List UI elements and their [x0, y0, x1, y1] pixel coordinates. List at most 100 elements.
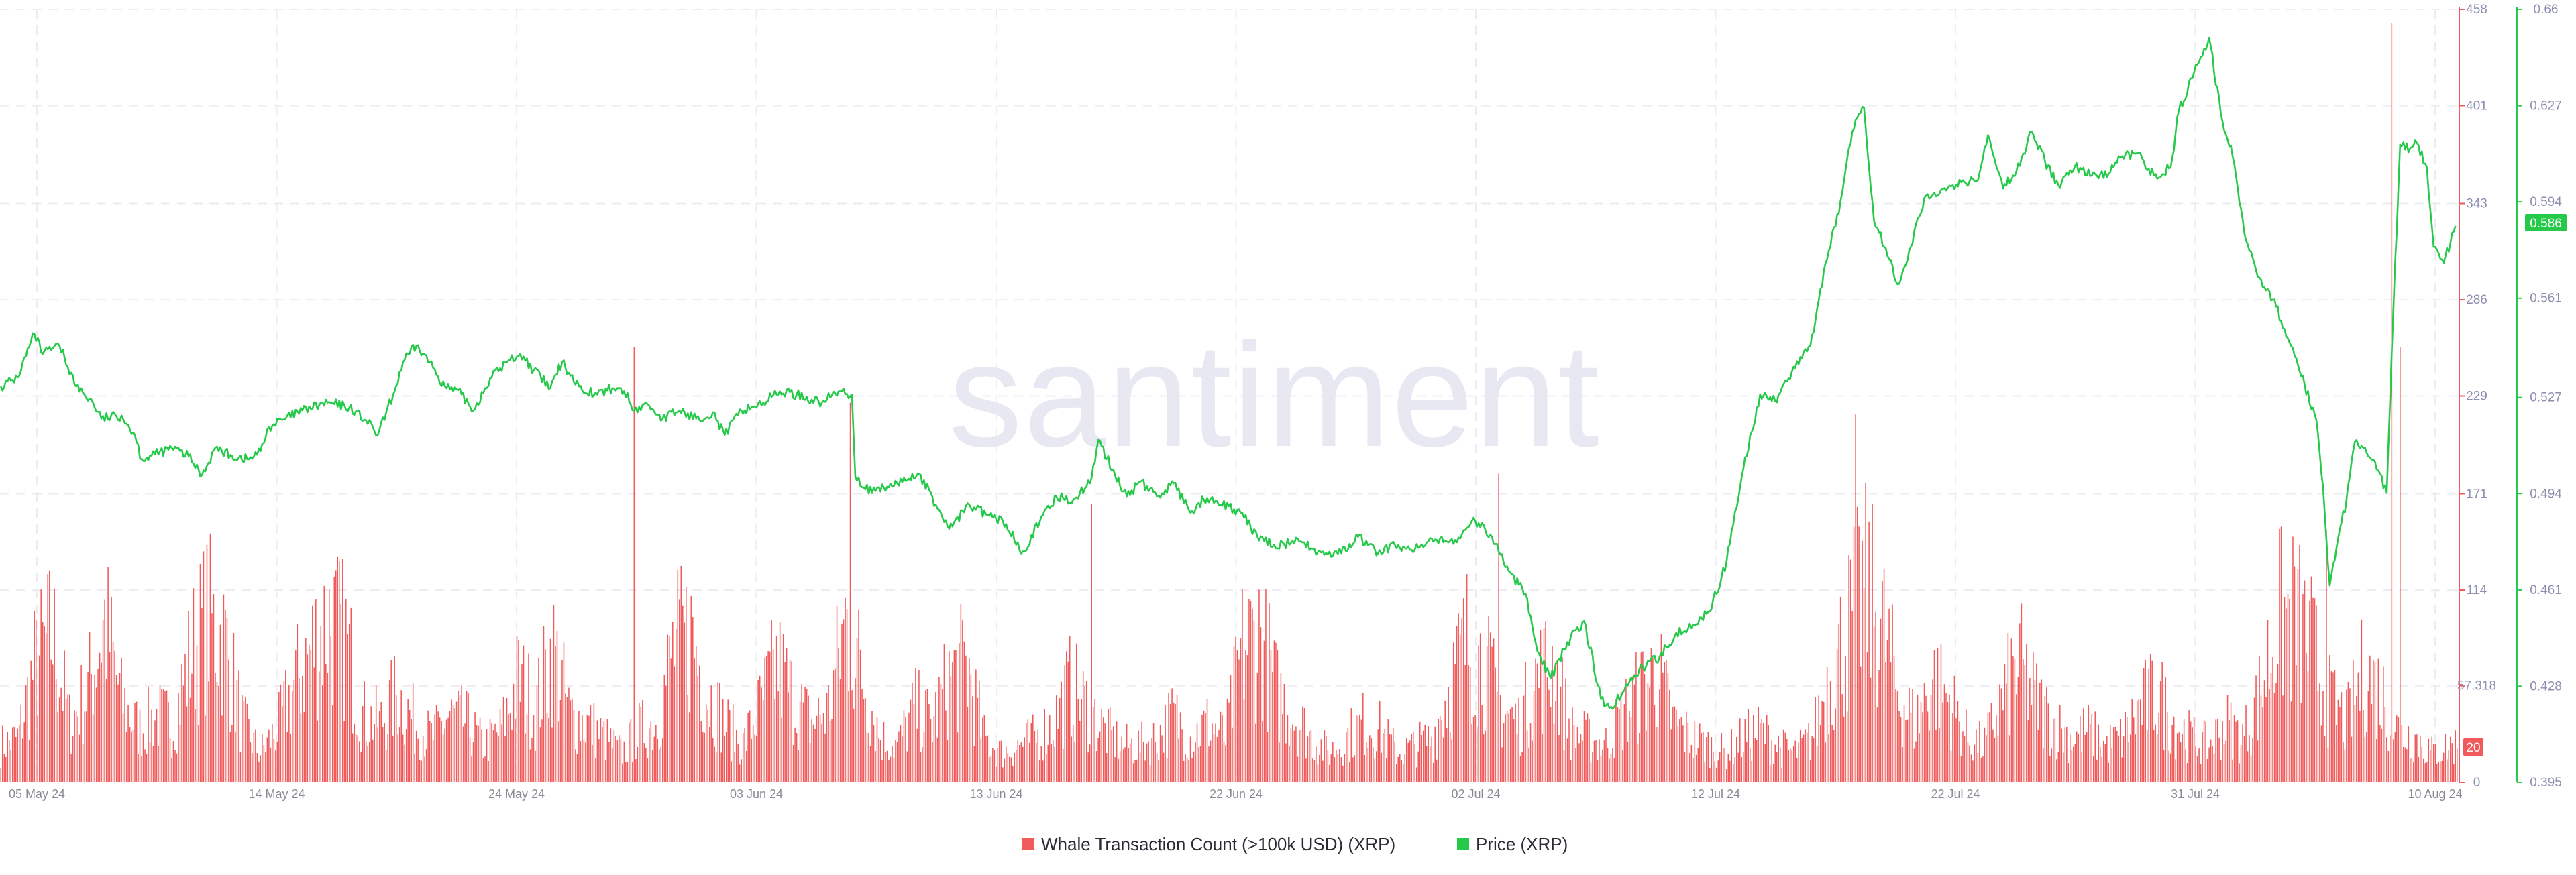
whale-bar [1515, 703, 1516, 782]
whale-bar [70, 753, 72, 782]
whale-bar [2431, 736, 2433, 782]
whale-bar [195, 709, 196, 782]
whale-bar [208, 681, 209, 782]
whale-bar [1538, 687, 1540, 782]
whale-bar [747, 712, 749, 782]
whale-bar [2019, 623, 2021, 782]
whale-bar [663, 674, 665, 782]
whale-bar [1761, 719, 1763, 782]
whale-bar [1381, 752, 1383, 782]
whale-bar [238, 670, 239, 782]
legend-item-whale[interactable]: Whale Transaction Count (>100k USD) (XRP… [1022, 834, 1395, 854]
whale-bar [949, 651, 950, 782]
whale-bar [643, 743, 645, 782]
whale-bar [1583, 711, 1585, 782]
whale-bar [2286, 608, 2287, 782]
whale-bar [1171, 688, 1173, 782]
whale-bar [1432, 762, 1434, 782]
whale-bar [592, 744, 593, 782]
whale-bar [1339, 749, 1340, 782]
whale-bar [2043, 747, 2044, 782]
whale-bar [2185, 749, 2186, 782]
whale-bar [1461, 618, 1462, 782]
whale-bar [2051, 748, 2053, 782]
whale-bar [714, 746, 716, 782]
whale-bar [1886, 640, 1888, 782]
whale-bar [57, 711, 58, 782]
whale-bar [1856, 506, 1858, 782]
whale-bar [839, 679, 841, 782]
whale-bar [2220, 759, 2222, 782]
whale-bar [2292, 536, 2294, 782]
whale-bar [2049, 755, 2051, 782]
whale-bar [975, 669, 977, 782]
whale-bar [293, 680, 295, 782]
whale-bar [119, 673, 121, 782]
whale-bar [263, 744, 265, 782]
whale-bar [245, 697, 246, 782]
whale-bar [595, 758, 596, 782]
whale-bar [1081, 698, 1082, 782]
whale-bar [1376, 751, 1377, 782]
whale-bar [881, 760, 883, 782]
whale-bar [405, 729, 407, 782]
whale-bar [2123, 736, 2125, 782]
whale-bar [1984, 727, 1986, 782]
whale-bar [2441, 760, 2443, 782]
x-axis-tick-label: 22 Jul 24 [1931, 787, 1980, 801]
whale-bar [1037, 729, 1039, 782]
whale-bar [912, 682, 913, 782]
whale-bar [2273, 693, 2275, 782]
whale-bar [362, 706, 364, 782]
whale-bar [2383, 666, 2384, 782]
whale-bar [1920, 702, 1922, 782]
whale-bar [1943, 684, 1945, 782]
whale-bar [1012, 765, 1014, 782]
whale-bar [2390, 735, 2391, 782]
whale-bar [34, 610, 35, 782]
whale-bar [702, 731, 704, 782]
whale-bar [310, 649, 312, 782]
whale-bar [1212, 723, 1213, 782]
whale-bar [715, 752, 717, 782]
whale-bar [1980, 758, 1982, 782]
whale-bar [1845, 656, 1846, 782]
whale-bar [2076, 731, 2078, 782]
whale-bar [332, 705, 333, 782]
whale-bar [395, 695, 397, 782]
whale-last-value: 20 [2466, 741, 2480, 755]
whale-bar [2445, 734, 2447, 782]
legend-item-price[interactable]: Price (XRP) [1457, 834, 1568, 854]
whale-bar [1369, 735, 1371, 782]
whale-bar [811, 718, 812, 782]
whale-bar [2354, 705, 2356, 782]
whale-bar [1022, 746, 1024, 782]
whale-bar [543, 626, 545, 782]
whale-bar [1122, 749, 1124, 782]
whale-transaction-bars [0, 23, 2458, 782]
whale-bar [1112, 726, 1114, 782]
whale-bar [1542, 734, 1543, 782]
whale-bar [1305, 758, 1307, 782]
whale-bar [962, 620, 963, 782]
whale-bar [2259, 656, 2260, 782]
whale-bar [1974, 744, 1976, 782]
whale-bar [38, 655, 40, 782]
whale-bar [1000, 740, 1002, 782]
whale-bar [875, 751, 876, 782]
whale-bar [122, 713, 124, 782]
whale-bar [2161, 662, 2163, 782]
whale-bar [2361, 619, 2363, 782]
whale-bar [2334, 670, 2336, 782]
whale-bar [1615, 699, 1617, 782]
whale-bar [1784, 732, 1786, 782]
whale-bar [2136, 700, 2138, 782]
whale-bar [1320, 739, 1322, 782]
whale-bar [1799, 730, 1801, 782]
whale-bar [1927, 711, 1929, 782]
whale-bar [1945, 692, 1947, 782]
x-axis-tick-label: 14 May 24 [248, 787, 305, 801]
whale-bar [566, 697, 568, 782]
whale-bar [139, 709, 141, 782]
whale-bar [568, 687, 570, 782]
